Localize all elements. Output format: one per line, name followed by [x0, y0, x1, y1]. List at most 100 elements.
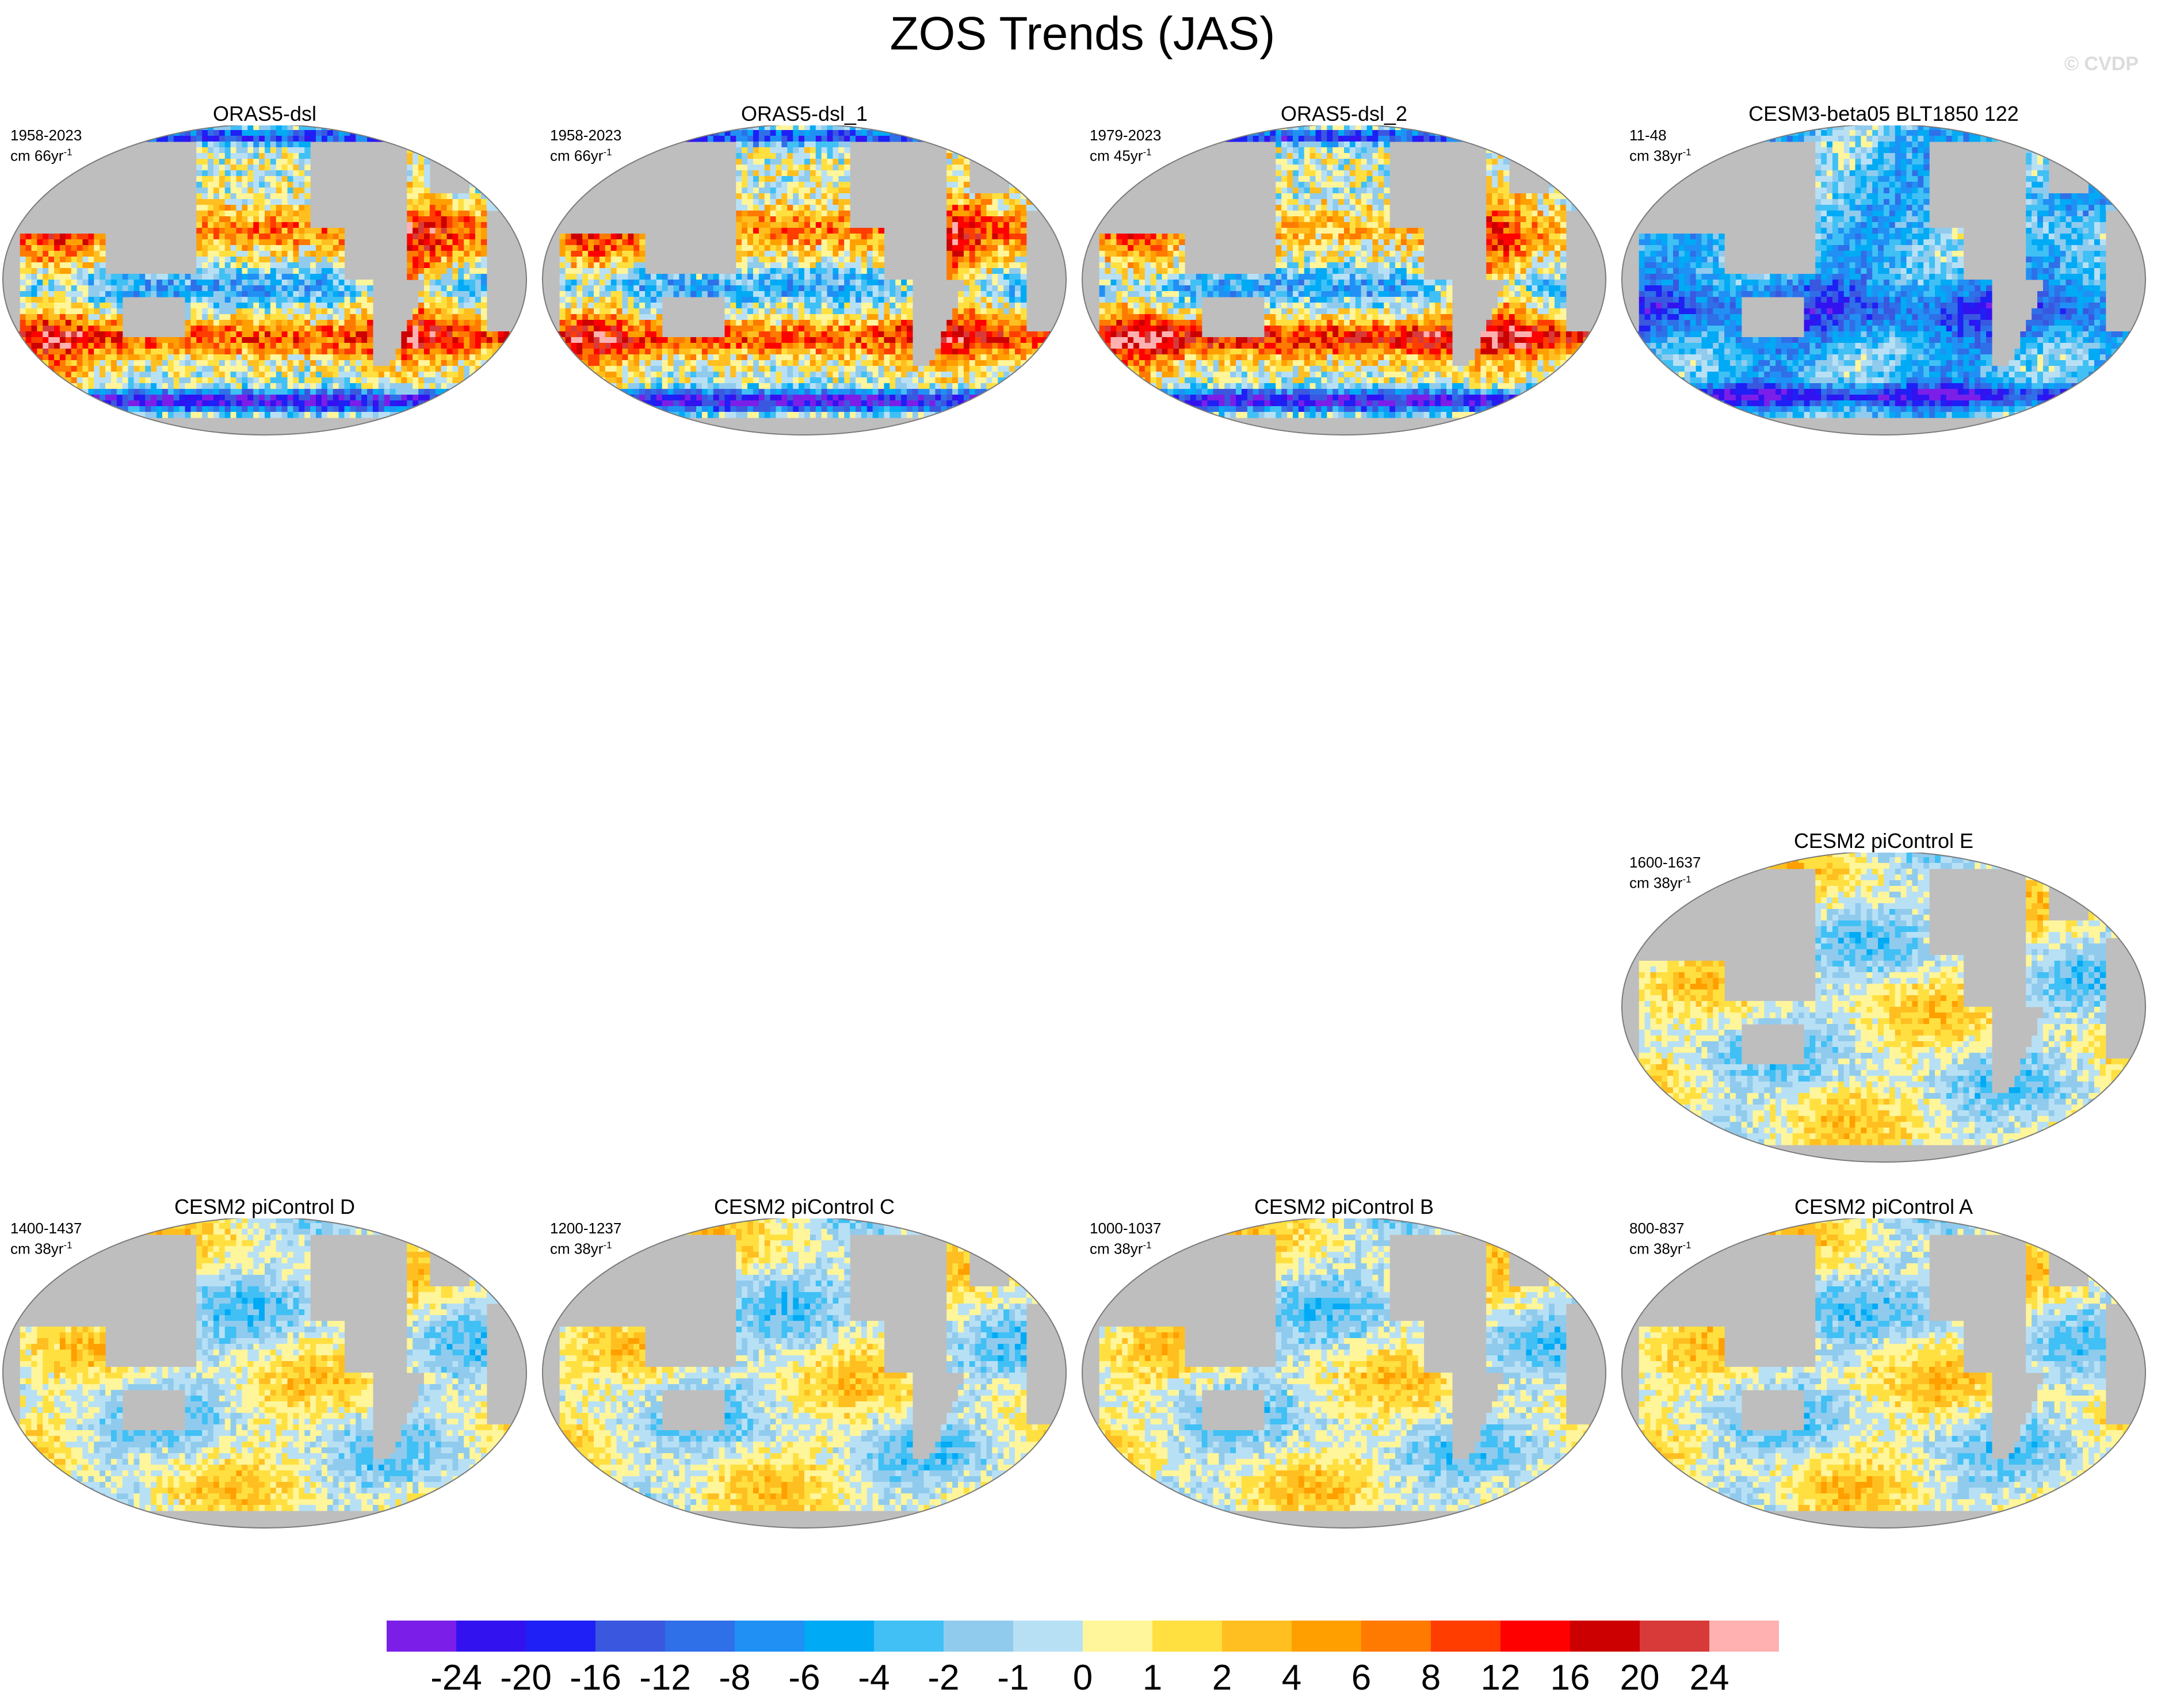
map-cell: [747, 170, 754, 177]
map-cell: [753, 308, 759, 315]
map-cell: [230, 331, 237, 338]
map-cell: [610, 285, 617, 292]
map-cell: [281, 268, 288, 274]
map-cell: [509, 153, 516, 159]
map-cell: [321, 274, 328, 280]
map-cell: [610, 303, 617, 309]
map-cell: [787, 125, 793, 131]
map-cell: [82, 268, 89, 274]
map-cell: [321, 343, 328, 349]
map-cell: [1049, 193, 1055, 200]
map-cell: [173, 125, 180, 131]
map-cell: [946, 159, 953, 165]
map-cell: [259, 389, 265, 395]
map-cell: [498, 366, 505, 372]
map-cell: [866, 257, 873, 263]
map-cell: [401, 366, 407, 372]
map-cell: [304, 234, 311, 240]
map-cell: [610, 234, 617, 240]
map-cell: [810, 211, 816, 217]
map-cell: [480, 274, 487, 280]
map-cell: [804, 125, 811, 131]
map-cell: [1003, 257, 1010, 263]
map-cell: [3, 354, 9, 361]
map-cell: [361, 291, 368, 297]
map-cell: [742, 268, 748, 274]
map-cell: [486, 165, 493, 171]
map-cell: [742, 153, 748, 159]
map-cell: [224, 291, 231, 297]
map-cell: [821, 280, 828, 286]
map-cell: [469, 285, 476, 292]
map-cell: [139, 274, 146, 280]
map-cell: [213, 349, 220, 355]
map-cell: [37, 303, 43, 309]
map-cell: [509, 193, 516, 200]
map-cell: [196, 147, 203, 154]
map-cell: [236, 383, 243, 389]
map-cell: [753, 268, 759, 274]
map-cell: [861, 274, 868, 280]
map-cell: [576, 262, 583, 269]
map-cell: [224, 130, 231, 136]
map-cell: [605, 274, 612, 280]
map-cell: [998, 280, 1004, 286]
map-cell: [281, 337, 288, 343]
map-cell: [742, 165, 748, 171]
map-cell: [980, 251, 987, 257]
map-cell: [281, 262, 288, 269]
map-cell: [889, 291, 896, 297]
map-cell: [742, 159, 748, 165]
map-cell: [48, 383, 55, 389]
map-cell: [770, 165, 777, 171]
map-cell: [1014, 228, 1021, 234]
map-cell: [656, 308, 663, 315]
map-cell: [265, 320, 271, 326]
map-cell: [787, 274, 793, 280]
map-cell: [100, 125, 106, 131]
map-cell: [418, 188, 425, 194]
map-cell: [270, 366, 277, 372]
map-cell: [423, 280, 430, 286]
map-cell: [310, 125, 316, 131]
map-cell: [3, 170, 9, 177]
map-cell: [418, 234, 425, 240]
map-cell: [281, 291, 288, 297]
map-cell: [321, 366, 328, 372]
map-cell: [901, 291, 907, 297]
map-cell: [224, 354, 231, 361]
map-cell: [833, 142, 839, 148]
map-cell: [162, 366, 169, 372]
map-cell: [628, 136, 634, 142]
map-cell: [77, 314, 83, 320]
map-cell: [815, 193, 822, 200]
map-cell: [838, 170, 845, 177]
map-cell: [413, 343, 419, 349]
map-cell: [88, 331, 94, 338]
map-cell: [259, 314, 265, 320]
map-cell: [1020, 176, 1027, 182]
map-cell: [59, 136, 66, 142]
map-cell: [224, 234, 231, 240]
map-cell: [633, 130, 640, 136]
map-cell: [492, 400, 499, 407]
map-cell: [94, 383, 100, 389]
map-cell: [316, 377, 322, 384]
map-cell: [321, 326, 328, 332]
map-cell: [100, 285, 106, 292]
map-cell: [810, 182, 816, 188]
map-cell: [429, 303, 436, 309]
map-cell: [464, 285, 470, 292]
map-cell: [82, 285, 89, 292]
map-cell: [799, 303, 805, 309]
map-cell: [901, 297, 907, 303]
map-cell: [213, 188, 220, 194]
map-cell: [128, 354, 135, 361]
map-cell: [969, 262, 976, 269]
map-cell: [20, 245, 26, 251]
map-cell: [31, 372, 37, 378]
map-cell: [736, 142, 742, 148]
map-cell: [224, 366, 231, 372]
map-cell: [582, 136, 589, 142]
map-cell: [475, 245, 482, 251]
